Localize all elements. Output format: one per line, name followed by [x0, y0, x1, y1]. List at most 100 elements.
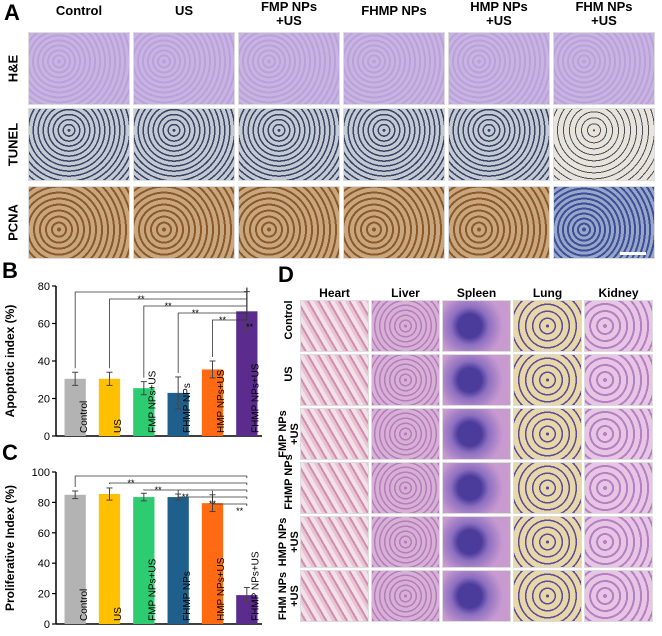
scale-bar [620, 252, 646, 255]
bar [236, 311, 258, 436]
bar [133, 497, 155, 624]
y-tick-label: 20 [38, 589, 50, 601]
significance-marker: ** [236, 506, 244, 516]
panel-d-column-0: Heart [319, 286, 350, 300]
y-tick-label: 40 [38, 558, 50, 570]
significance-bracket [212, 490, 248, 506]
y-tick-label: 40 [38, 356, 50, 368]
panel-d-image-r0-c3 [513, 300, 582, 352]
category-label: FHMP NPs+US [250, 551, 261, 621]
panel-d-image-r3-c2 [442, 462, 511, 514]
y-axis-label: Apoptotic index (%) [3, 305, 17, 418]
panel-a-image-r0-c5 [553, 32, 655, 105]
panel-d-image-r5-c1 [371, 570, 440, 622]
bar [167, 497, 189, 624]
category-label: US [113, 419, 124, 433]
panel-a-row-0: H&E [5, 54, 21, 82]
apoptotic-index-chart: 0 20 40 60 80 Apoptotic index (%) Control US FMP… [3, 281, 262, 443]
panel-a-letter: A [4, 0, 20, 25]
panel-b-letter: B [2, 258, 18, 283]
y-tick-label: 100 [32, 467, 50, 479]
panel-d-image-r1-c0 [300, 354, 369, 406]
panel-a-image-r1-c2 [238, 108, 340, 181]
panel-a-column-1: US [174, 3, 194, 18]
panel-a-image-r2-c0 [28, 186, 130, 259]
y-tick-label: 60 [38, 528, 50, 540]
panel-d-image-r0-c2 [442, 300, 511, 352]
panel-a-image-r1-c0 [28, 108, 130, 181]
bar [133, 388, 155, 436]
y-tick-label: 80 [38, 497, 50, 509]
y-axis-label: Proliferative Index (%) [3, 485, 17, 611]
panel-d-image-r1-c1 [371, 354, 440, 406]
panel-a-image-r0-c0 [28, 32, 130, 105]
significance-bracket [74, 287, 248, 369]
category-label: FMP NPs+US [147, 370, 158, 433]
panel-a-image-r2-c1 [133, 186, 235, 259]
panel-d-image-r2-c3 [513, 408, 582, 460]
panel-d-image-r4-c2 [442, 516, 511, 568]
panel-d-image-r2-c1 [371, 408, 440, 460]
panel-a-column-0: Control [55, 3, 103, 18]
y-tick-label: 60 [38, 319, 50, 331]
bar [167, 392, 189, 436]
panel-d-image-r4-c3 [513, 516, 582, 568]
bar [201, 369, 224, 436]
panel-a-image-r2-c4 [448, 186, 550, 259]
panel-d-letter: D [278, 262, 294, 287]
significance-bracket [109, 482, 248, 485]
panel-a-image-r0-c2 [238, 32, 340, 105]
panel-a-column-5: FHM NPs +US [575, 0, 633, 28]
significance-bracket [212, 287, 248, 357]
panel-d-row-5: FHM NPs +US [277, 571, 301, 621]
category-label: US [113, 607, 124, 621]
panel-d-image-r0-c0 [300, 300, 369, 352]
panel-d-image-r4-c0 [300, 516, 369, 568]
bar [64, 494, 86, 624]
panel-d-image-r2-c0 [300, 408, 369, 460]
bar [64, 378, 86, 436]
panel-d-column-1: Liver [391, 286, 420, 300]
panel-d-image-r3-c3 [513, 462, 582, 514]
panel-a-image-r1-c4 [448, 108, 550, 181]
category-label: FHMP NPs+US [250, 363, 261, 433]
category-label: FHMP NPs [182, 571, 193, 621]
bar [236, 595, 258, 624]
panel-a-image-r2-c5 [553, 186, 655, 259]
y-tick-label: 0 [44, 619, 50, 631]
panel-d-image-r1-c2 [442, 354, 511, 406]
panel-a-row-1: TUNEL [5, 122, 21, 166]
panel-d-image-r1-c4 [584, 354, 653, 406]
panel-d-image-r5-c4 [584, 570, 653, 622]
panel-a-image-r0-c1 [133, 32, 235, 105]
category-label: Control [79, 589, 90, 621]
panel-d-image-r4-c1 [371, 516, 440, 568]
significance-bracket [143, 489, 248, 492]
category-label: HMP NPs+US [216, 369, 227, 433]
category-label: FHMP NPs [182, 383, 193, 433]
bar [98, 494, 121, 624]
panel-a-image-r2-c2 [238, 186, 340, 259]
panel-d-image-r0-c4 [584, 300, 653, 352]
category-label: HMP NPs+US [216, 557, 227, 621]
panel-a-column-4: HMP NPs +US [470, 0, 528, 28]
y-tick-label: 20 [38, 394, 50, 406]
panel-d-image-r1-c3 [513, 354, 582, 406]
panel-a-column-2: FMP NPs +US [260, 0, 318, 28]
panel-d-image-r0-c1 [371, 300, 440, 352]
panel-a-image-r1-c3 [343, 108, 445, 181]
category-label: FMP NPs+US [147, 558, 158, 621]
panel-d-column-2: Spleen [456, 286, 497, 300]
significance-bracket [74, 475, 248, 487]
bar [201, 503, 224, 624]
panel-a-image-r0-c3 [343, 32, 445, 105]
panel-d-column-4: Kidney [598, 286, 639, 300]
panel-d-image-r5-c0 [300, 570, 369, 622]
panel-a-image-r2-c3 [343, 186, 445, 259]
panel-d-image-r5-c2 [442, 570, 511, 622]
category-label: Control [79, 401, 90, 433]
panel-a-column-3: FHMP NPs [361, 3, 427, 18]
bar [98, 378, 121, 436]
panel-d-column-3: Lung [532, 286, 563, 300]
y-tick-label: 0 [44, 431, 50, 443]
